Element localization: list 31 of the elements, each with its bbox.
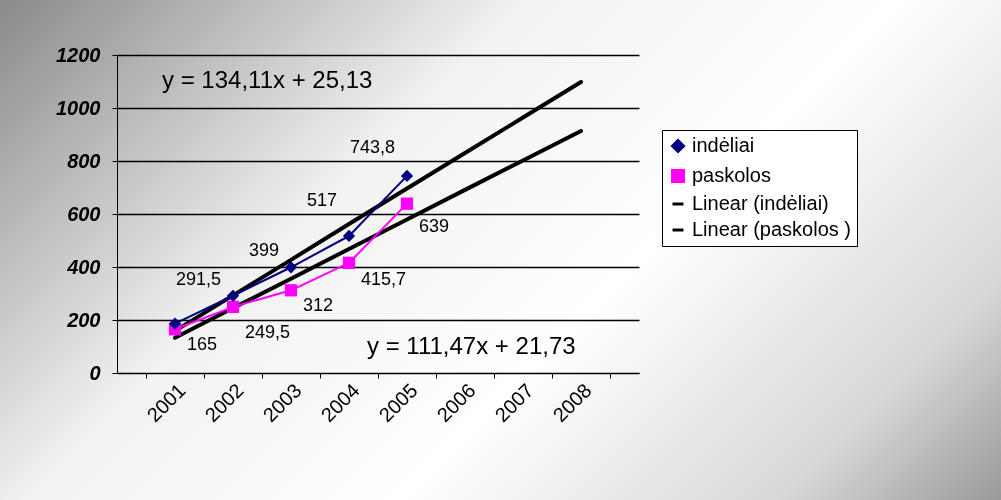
legend-label: Linear (indėliai) [692, 192, 829, 214]
data-label: 165 [187, 334, 218, 355]
data-label: 743,8 [349, 137, 395, 157]
annotation: y = 134,11x + 25,13 [162, 66, 373, 93]
point [284, 284, 298, 297]
point [400, 169, 414, 183]
point [400, 197, 414, 210]
annotation: y = 111,47x + 21,73 [367, 332, 576, 359]
point [168, 317, 182, 330]
y-tick-label: 400 [66, 255, 101, 278]
legend-label: indėliai [692, 134, 755, 156]
point [342, 229, 356, 243]
point [284, 261, 298, 274]
point [226, 289, 240, 302]
data-label: 415,7 [361, 269, 407, 289]
data-label: 249,5 [245, 322, 291, 342]
point [342, 256, 356, 269]
y-tick-label: 200 [66, 308, 101, 331]
y-tick-label: 1000 [56, 96, 101, 119]
y-tick-label: 1200 [56, 43, 101, 66]
y-tick-label: 800 [67, 149, 101, 172]
y-tick-label: 600 [67, 202, 101, 225]
data-label: 399 [248, 240, 279, 261]
data-label: 312 [303, 295, 334, 316]
data-label: 517 [306, 190, 337, 210]
data-label: 291,5 [175, 268, 221, 289]
data-label: 639 [419, 216, 450, 236]
legend-label: Linear (paskolos ) [692, 218, 851, 240]
legend-label: paskolos [692, 164, 771, 186]
point [226, 300, 240, 314]
y-tick-label: 0 [89, 361, 101, 384]
